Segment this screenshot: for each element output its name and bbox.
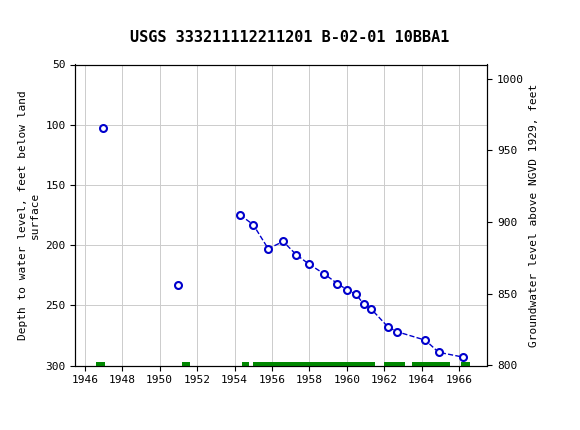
Y-axis label: Depth to water level, feet below land
surface: Depth to water level, feet below land su… [19,90,40,340]
Text: ≡USGS: ≡USGS [7,12,78,29]
Text: USGS 333211112211201 B-02-01 10BBA1: USGS 333211112211201 B-02-01 10BBA1 [130,30,450,45]
Y-axis label: Groundwater level above NGVD 1929, feet: Groundwater level above NGVD 1929, feet [530,83,539,347]
